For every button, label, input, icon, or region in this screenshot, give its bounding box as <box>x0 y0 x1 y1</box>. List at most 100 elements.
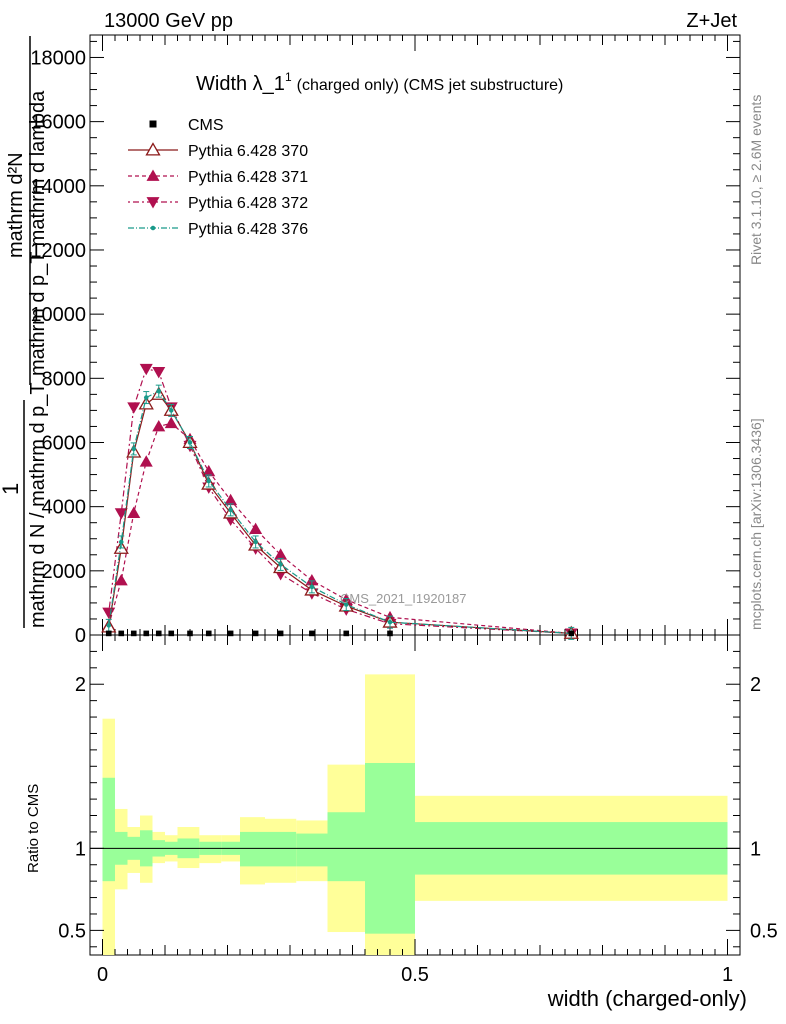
data-point <box>164 416 178 429</box>
data-point <box>252 630 259 637</box>
ratio-ytick-label-left: 0.5 <box>58 920 86 942</box>
data-point <box>139 455 153 467</box>
ylabel-line-4: mathrm d N / mathrm d p_T <box>27 382 49 628</box>
xtick-label: 0.5 <box>401 964 429 986</box>
data-point <box>130 630 137 637</box>
data-point <box>202 464 216 477</box>
data-point <box>102 607 116 620</box>
title-detail: (charged only) (CMS jet substructure) <box>297 77 564 94</box>
xtick-label: 1 <box>722 964 733 986</box>
data-point <box>227 630 234 637</box>
title-main: Width λ_1 <box>196 73 285 95</box>
legend-label: Pythia 6.428 372 <box>188 195 308 212</box>
ylabel-line-1: mathrm d²N <box>5 152 27 258</box>
data-point <box>224 493 238 506</box>
series-0 <box>105 630 575 637</box>
data-point <box>168 630 175 637</box>
data-point <box>205 630 212 637</box>
data-point <box>168 408 174 413</box>
data-point <box>343 630 350 637</box>
legend-entry-3: Pythia 6.428 372 <box>128 195 308 212</box>
data-point <box>387 630 393 637</box>
side-label-top: Rivet 3.1.10, ≥ 2.6M events <box>748 95 764 265</box>
data-point <box>274 548 288 560</box>
main-ytick-label: 18000 <box>30 47 86 69</box>
analysis-label: CMS_2021_I1920187 <box>340 591 467 606</box>
main-ytick-label: 12000 <box>30 240 86 262</box>
data-point <box>152 419 166 432</box>
data-point <box>152 367 166 379</box>
main-ytick-label: 4000 <box>42 497 87 519</box>
data-point <box>187 440 193 445</box>
data-point <box>568 630 575 637</box>
inner-band-10 <box>265 831 297 867</box>
data-point <box>127 402 141 414</box>
data-point <box>228 507 233 513</box>
data-point <box>155 630 162 637</box>
data-point <box>118 539 124 545</box>
legend-entry-2: Pythia 6.428 371 <box>128 169 308 186</box>
legend-marker <box>145 142 161 156</box>
inner-band-11 <box>296 833 328 867</box>
legend-entry-4: Pythia 6.428 376 <box>128 221 308 238</box>
legend-marker <box>150 225 156 231</box>
data-point <box>114 573 128 586</box>
inner-band-9 <box>240 831 265 867</box>
data-point <box>156 388 162 394</box>
process-label: Z+Jet <box>686 10 737 32</box>
data-point <box>277 630 284 637</box>
ylabel-line-3: 1 <box>0 483 23 495</box>
legend-label: Pythia 6.428 376 <box>188 221 308 238</box>
data-point <box>139 363 153 376</box>
data-point <box>118 630 125 637</box>
data-point <box>106 623 112 628</box>
ylabel-line-2: mathrm d p_T mathrm d lambda <box>27 90 49 376</box>
data-point <box>143 395 149 400</box>
legend: CMS Pythia 6.428 370 Pythia 6.428 371 Pythi… <box>128 117 308 238</box>
data-point <box>206 478 212 484</box>
main-ytick-label: 14000 <box>30 176 86 198</box>
ratio-ylabel: Ratio to CMS <box>25 784 42 873</box>
ratio-uncertainty-bands <box>102 674 728 955</box>
data-point <box>143 630 150 637</box>
axis-ticks: 0 2000 4000 6000 8000 10000 12000 14000 16000 180… <box>30 35 778 986</box>
title-superscript: 1 <box>285 70 292 84</box>
data-point <box>309 630 315 637</box>
main-ytick-label: 10000 <box>30 304 86 326</box>
legend-marker <box>146 169 160 181</box>
inner-band-12 <box>327 812 365 882</box>
data-point <box>127 506 141 518</box>
ratio-ytick-label-right: 0.5 <box>750 920 778 942</box>
series-line-4 <box>108 390 572 634</box>
main-ytick-label: 2000 <box>42 561 87 583</box>
data-point <box>343 602 349 607</box>
ratio-ytick-label-left: 1 <box>75 838 86 860</box>
ratio-ytick-label-right: 1 <box>750 838 761 860</box>
energy-label: 13000 GeV pp <box>104 10 233 32</box>
legend-label: Pythia 6.428 371 <box>188 169 308 186</box>
data-point <box>278 562 283 567</box>
side-label-bottom: mcplots.cern.ch [arXiv:1306.3436] <box>748 418 764 630</box>
inner-band-0 <box>102 777 115 882</box>
series-lines <box>101 363 579 640</box>
legend-label: CMS <box>188 117 224 134</box>
legend-label: Pythia 6.428 370 <box>188 143 308 160</box>
legend-entry-1: Pythia 6.428 370 <box>128 142 308 160</box>
ratio-ytick-label-left: 2 <box>75 674 86 696</box>
main-ytick-label: 8000 <box>42 368 87 390</box>
ratio-ytick-label-right: 2 <box>750 674 761 696</box>
main-ylabel: mathrm d²N mathrm d p_T mathrm d lambda … <box>0 36 49 628</box>
data-point <box>249 522 263 534</box>
data-point <box>187 630 193 637</box>
series-4 <box>105 384 575 640</box>
legend-marker <box>149 120 157 128</box>
x-axis-label: width (charged-only) <box>547 986 747 1011</box>
main-ytick-label: 0 <box>75 625 86 647</box>
plot-title: Width λ_11 (charged only) (CMS jet substr… <box>196 70 563 95</box>
data-point <box>253 539 258 545</box>
main-ytick-label: 16000 <box>30 112 86 134</box>
data-point <box>114 508 128 520</box>
main-ytick-label: 6000 <box>42 432 87 454</box>
data-point <box>131 446 137 452</box>
